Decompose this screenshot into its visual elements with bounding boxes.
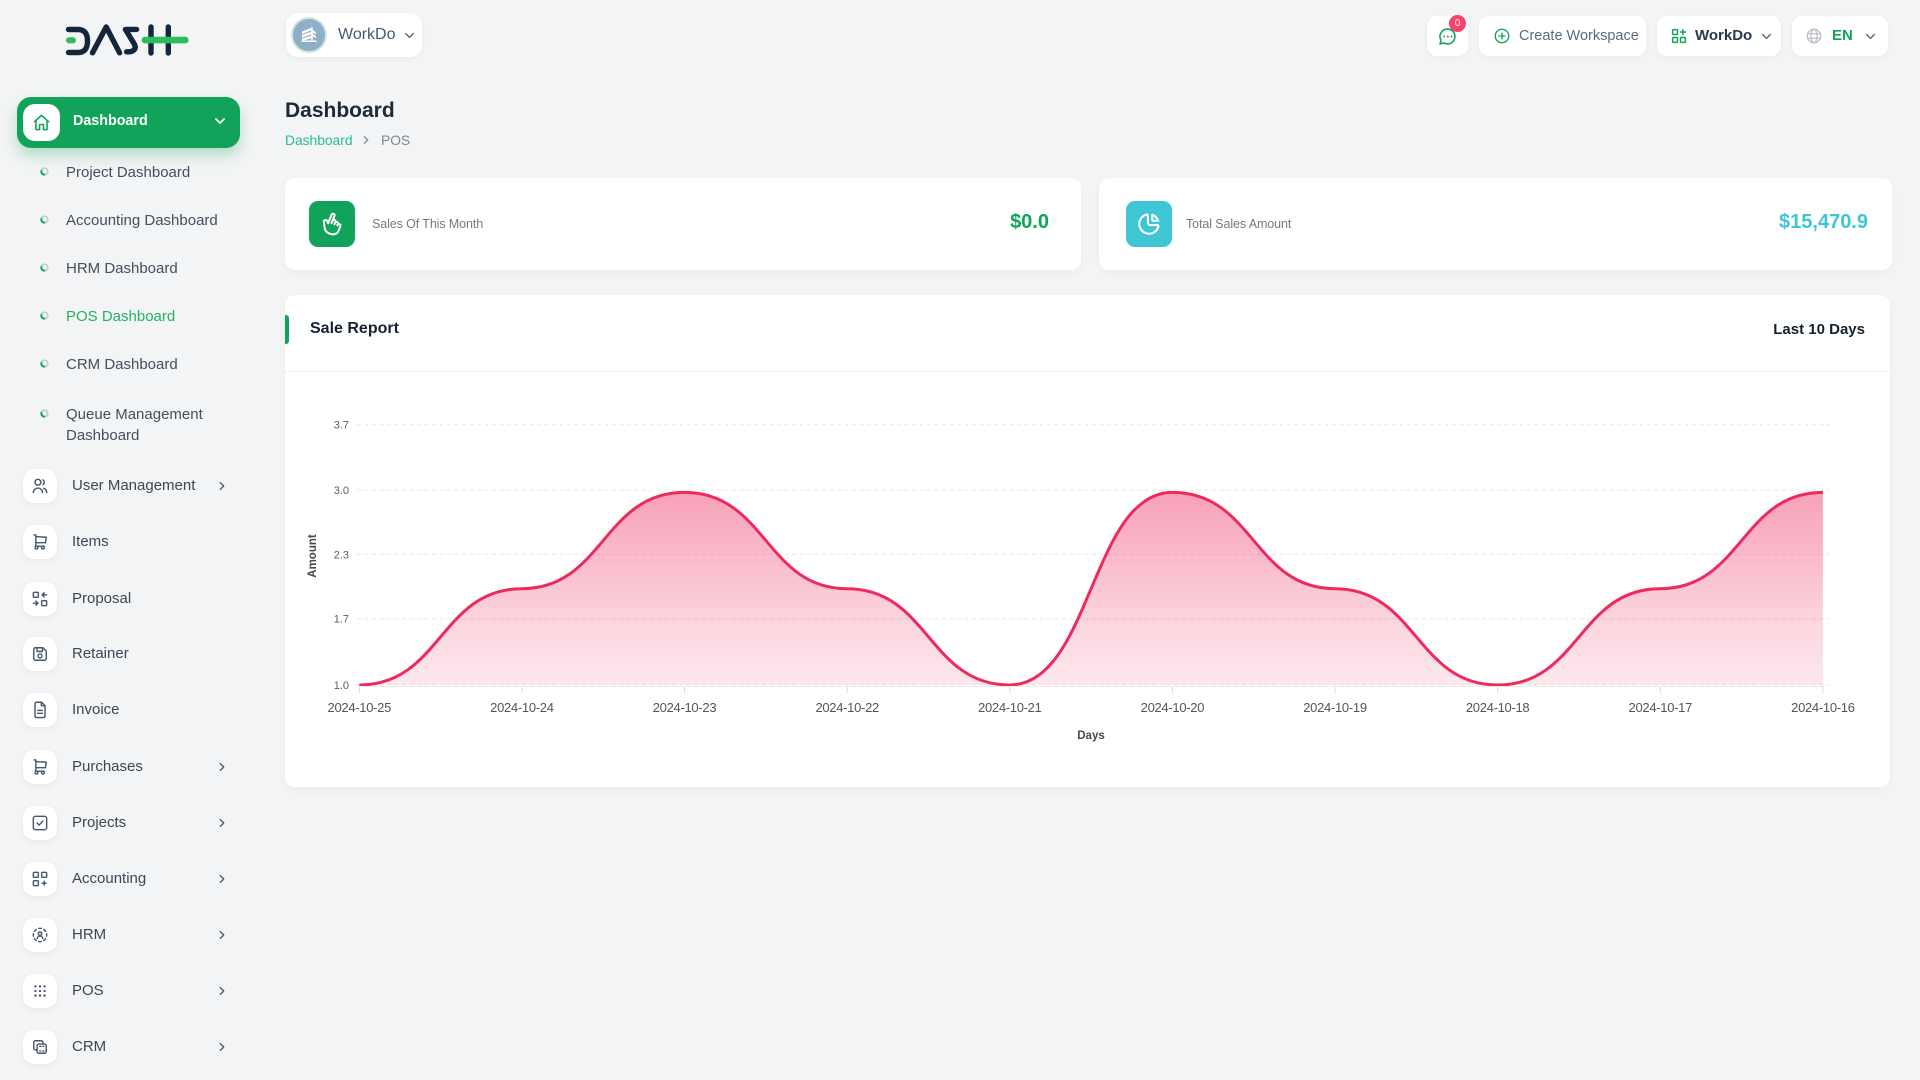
svg-text:2.3: 2.3 <box>334 549 349 561</box>
svg-text:2024-10-23: 2024-10-23 <box>653 700 717 715</box>
svg-text:2024-10-16: 2024-10-16 <box>1791 700 1855 715</box>
svg-text:2024-10-24: 2024-10-24 <box>490 700 554 715</box>
svg-text:3.0: 3.0 <box>334 485 349 497</box>
svg-text:3.7: 3.7 <box>334 420 349 432</box>
svg-text:2024-10-20: 2024-10-20 <box>1141 700 1205 715</box>
svg-text:2024-10-25: 2024-10-25 <box>328 700 392 715</box>
svg-text:2024-10-19: 2024-10-19 <box>1303 700 1367 715</box>
svg-text:2024-10-17: 2024-10-17 <box>1629 700 1693 715</box>
svg-text:2024-10-21: 2024-10-21 <box>978 700 1042 715</box>
svg-text:Amount: Amount <box>307 534 319 578</box>
svg-text:2024-10-22: 2024-10-22 <box>815 700 879 715</box>
svg-text:Days: Days <box>1077 730 1105 742</box>
svg-text:1.0: 1.0 <box>334 680 349 692</box>
svg-text:2024-10-18: 2024-10-18 <box>1466 700 1530 715</box>
svg-text:1.7: 1.7 <box>334 614 349 626</box>
